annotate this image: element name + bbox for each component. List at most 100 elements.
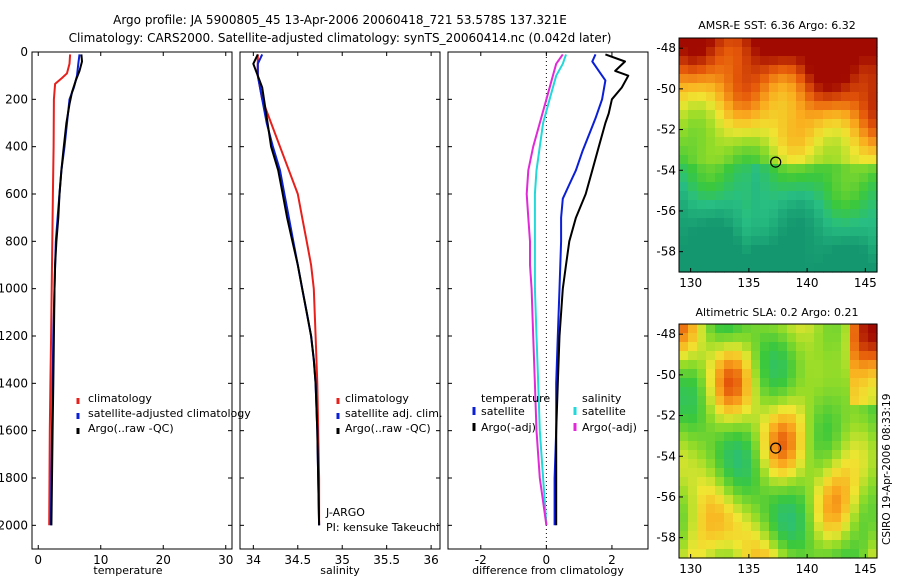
heatmap-cell [805,200,815,210]
heatmap-cell [688,254,698,264]
heatmap-cell [688,405,698,415]
heatmap-cell [868,128,878,138]
heatmap-cell [868,477,878,487]
heatmap-cell [814,405,824,415]
heatmap-cell [706,432,716,442]
heatmap-cell [751,459,761,469]
heatmap-cell [823,164,833,174]
heatmap-cell [787,245,797,255]
heatmap-cell [778,540,788,550]
depth-tick-label: 1400 [0,376,28,390]
heatmap-cell [805,477,815,487]
heatmap-cell [778,369,788,379]
heatmap-cell [751,173,761,183]
heatmap-cell [841,486,851,496]
heatmap-cell [688,414,698,424]
heatmap-cell [715,459,725,469]
heatmap-cell [850,56,860,66]
heatmap-cell [742,47,752,57]
heatmap-cell [679,360,689,370]
difference-panel: -2 0 2 difference from climatology tempera… [447,51,649,577]
heatmap-cell [733,209,743,219]
heatmap-cell [715,477,725,487]
heatmap-cell [697,549,707,559]
map-y-tick-label: -50 [656,82,676,96]
heatmap-cell [769,405,779,415]
heatmap-cell [832,209,842,219]
heatmap-cell [697,83,707,93]
heatmap-cell [751,486,761,496]
heatmap-cell [778,450,788,460]
sla-argo-location-marker [770,442,782,454]
heatmap-cell [823,450,833,460]
heatmap-cell [760,459,770,469]
heatmap-cell [742,92,752,102]
heatmap-cell [823,245,833,255]
heatmap-cell [850,324,860,334]
heatmap-cell [868,110,878,120]
heatmap-cell [733,92,743,102]
heatmap-cell [760,92,770,102]
heatmap-cell [814,146,824,156]
heatmap-cell [787,227,797,237]
heatmap-cell [760,119,770,129]
heatmap-cell [742,236,752,246]
heatmap-cell [742,137,752,147]
heatmap-cell [841,245,851,255]
heatmap-cell [823,378,833,388]
heatmap-cell [823,182,833,192]
heatmap-cell [868,83,878,93]
heatmap-cell [688,56,698,66]
heatmap-cell [850,101,860,111]
heatmap-cell [823,351,833,361]
heatmap-cell [787,146,797,156]
heatmap-cell [724,342,734,352]
heatmap-cell [868,441,878,451]
heatmap-cell [769,47,779,57]
heatmap-cell [751,182,761,192]
heatmap-cell [679,155,689,165]
heatmap-cell [796,218,806,228]
heatmap-cell [796,245,806,255]
heatmap-cell [805,333,815,343]
heatmap-cell [805,155,815,165]
heatmap-cell [724,155,734,165]
heatmap-cell [733,495,743,505]
heatmap-cell [796,504,806,514]
difference-x-ticks: -2 0 2 [475,52,616,567]
heatmap-cell [850,254,860,264]
heatmap-cell [751,38,761,48]
heatmap-cell [706,128,716,138]
heatmap-cell [787,101,797,111]
heatmap-cell [805,486,815,496]
heatmap-cell [769,92,779,102]
heatmap-cell [733,405,743,415]
heatmap-cell [796,74,806,84]
map-x-tick-label: 130 [679,562,702,576]
heatmap-cell [679,351,689,361]
heatmap-cell [724,254,734,264]
heatmap-cell [859,486,869,496]
heatmap-cell [841,74,851,84]
heatmap-cell [733,47,743,57]
heatmap-cell [715,441,725,451]
heatmap-cell [787,333,797,343]
heatmap-cell [679,101,689,111]
heatmap-cell [769,369,779,379]
map-y-tick-label: -58 [656,531,676,545]
heatmap-cell [850,351,860,361]
heatmap-cell [859,387,869,397]
heatmap-cell [760,245,770,255]
heatmap-cell [742,477,752,487]
heatmap-cell [787,513,797,523]
heatmap-cell [688,101,698,111]
heatmap-cell [724,441,734,451]
salinity-x-ticks: 34 34.5 35 35.5 36 [246,52,439,567]
heatmap-cell [778,486,788,496]
heatmap-cell [697,92,707,102]
heatmap-cell [805,513,815,523]
heatmap-cell [679,137,689,147]
series-line-argo-raw-qc- [252,53,321,526]
heatmap-cell [760,74,770,84]
heatmap-cell [724,137,734,147]
